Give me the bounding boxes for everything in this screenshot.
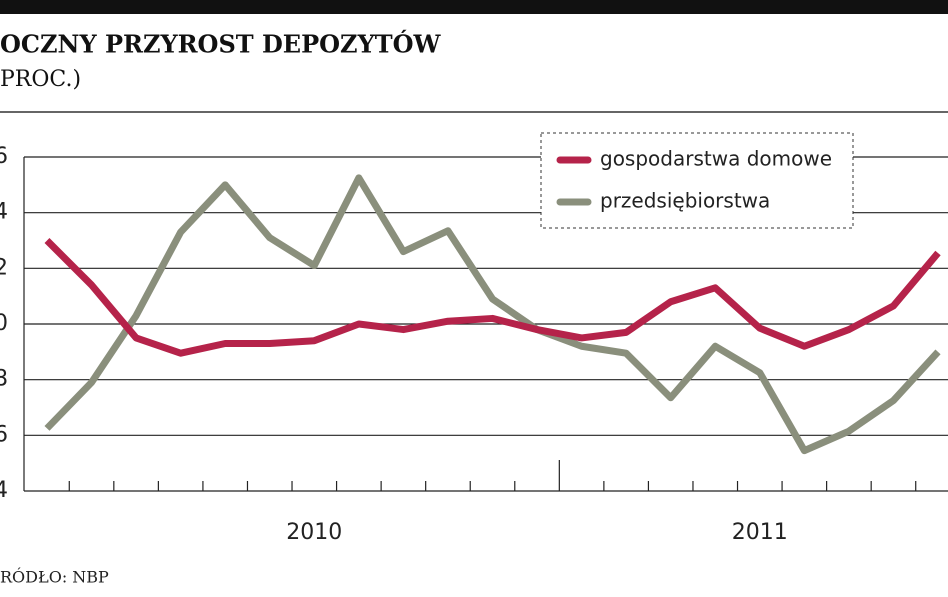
y-tick-label: 4: [0, 478, 8, 503]
series-line: [44, 174, 941, 455]
y-tick-label: 8: [0, 367, 8, 392]
chart-title: OCZNY PRZYROST DEPOZYTÓW: [0, 30, 441, 59]
series-line: [44, 238, 941, 357]
y-tick-label: 16: [0, 144, 8, 169]
chart-subtitle: PROC.): [0, 67, 81, 92]
x-tick-label: 2011: [732, 520, 788, 545]
top-bar: [0, 0, 948, 14]
y-tick-label: 10: [0, 311, 8, 336]
y-tick-label: 6: [0, 422, 8, 447]
source: RÓDŁO: NBP: [0, 567, 109, 587]
legend-label: przedsiębiorstwa: [600, 189, 770, 213]
legend-box: [540, 132, 854, 229]
x-tick-label: 2010: [286, 520, 342, 545]
y-tick-label: 12: [0, 255, 8, 280]
legend-label: gospodarstwa domowe: [600, 147, 832, 171]
y-tick-label: 14: [0, 200, 8, 225]
